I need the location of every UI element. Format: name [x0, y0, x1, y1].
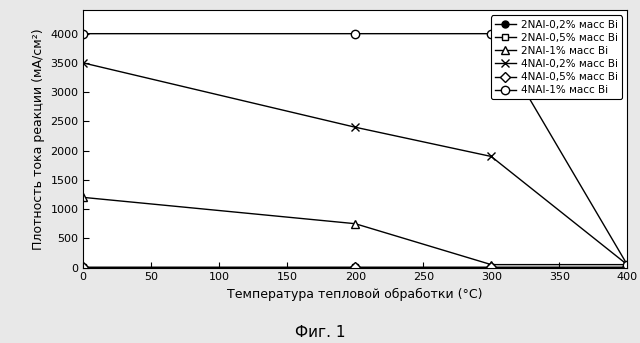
4NAI-0,2% масс Bi [623, 262, 631, 267]
4NAI-0,2% масс Bi [79, 61, 87, 65]
4NAI-1% масс Bi [488, 32, 495, 36]
Line: 4NAI-1% масс Bi: 4NAI-1% масс Bi [79, 29, 632, 269]
2NAI-0,2% масс Bi [351, 265, 359, 269]
2NAI-0,2% масс Bi [623, 265, 631, 269]
4NAI-1% масс Bi [79, 32, 87, 36]
2NAI-1% масс Bi [623, 262, 631, 267]
4NAI-0,2% масс Bi [351, 125, 359, 129]
Text: Фиг. 1: Фиг. 1 [295, 324, 345, 340]
X-axis label: Температура тепловой обработки (°C): Температура тепловой обработки (°C) [227, 288, 483, 301]
2NAI-0,5% масс Bi [351, 265, 359, 269]
Line: 4NAI-0,5% масс Bi: 4NAI-0,5% масс Bi [80, 264, 630, 271]
4NAI-1% масс Bi [351, 32, 359, 36]
4NAI-0,5% масс Bi [79, 265, 87, 269]
4NAI-0,5% масс Bi [351, 265, 359, 269]
2NAI-1% масс Bi [79, 195, 87, 199]
Y-axis label: Плотность тока реакции (мА/см²): Плотность тока реакции (мА/см²) [31, 28, 45, 250]
2NAI-1% масс Bi [351, 222, 359, 226]
2NAI-0,5% масс Bi [488, 265, 495, 269]
Line: 2NAI-1% масс Bi: 2NAI-1% масс Bi [79, 193, 632, 269]
4NAI-0,5% масс Bi [488, 265, 495, 269]
2NAI-0,5% масс Bi [79, 265, 87, 269]
2NAI-0,2% масс Bi [488, 265, 495, 269]
4NAI-0,5% масс Bi [623, 265, 631, 269]
Line: 2NAI-0,2% масс Bi: 2NAI-0,2% масс Bi [80, 264, 630, 271]
2NAI-0,5% масс Bi [623, 265, 631, 269]
Legend: 2NAI-0,2% масс Bi, 2NAI-0,5% масс Bi, 2NAI-1% масс Bi, 4NAI-0,2% масс Bi, 4NAI-0: 2NAI-0,2% масс Bi, 2NAI-0,5% масс Bi, 2N… [491, 15, 622, 99]
2NAI-1% масс Bi [488, 262, 495, 267]
Line: 4NAI-0,2% масс Bi: 4NAI-0,2% масс Bi [79, 59, 632, 269]
4NAI-0,2% масс Bi [488, 154, 495, 158]
Line: 2NAI-0,5% масс Bi: 2NAI-0,5% масс Bi [80, 264, 630, 271]
2NAI-0,2% масс Bi [79, 265, 87, 269]
4NAI-1% масс Bi [623, 262, 631, 267]
